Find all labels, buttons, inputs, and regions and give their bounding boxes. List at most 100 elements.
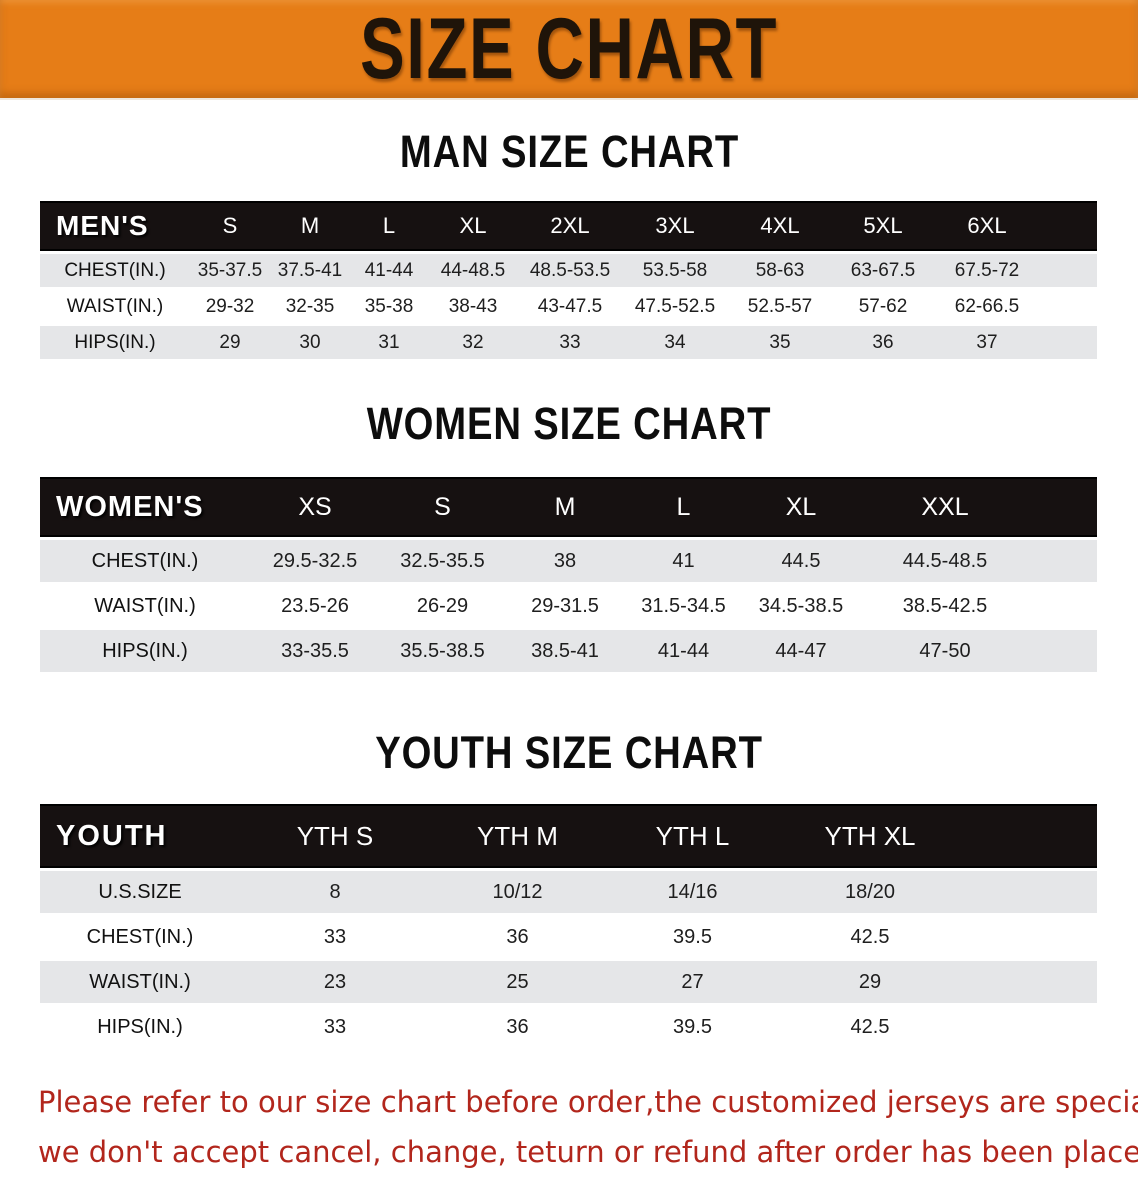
table-cell: 38-43: [428, 290, 518, 323]
table-cell: 10/12: [430, 871, 605, 913]
row-filler: [960, 1006, 1097, 1048]
table-cell: 41-44: [625, 630, 742, 672]
table-cell: 8: [240, 871, 430, 913]
size-chart-banner: SIZE CHART: [0, 0, 1138, 100]
women-size-col-l: L: [625, 477, 742, 537]
table-cell: 52.5-57: [728, 290, 832, 323]
women-size-col-xs: XS: [250, 477, 380, 537]
youth-section: YOUTH SIZE CHART YOUTH YTH S YTH M YTH L…: [0, 675, 1138, 1051]
row-filler: [960, 871, 1097, 913]
row-filler: [1030, 540, 1097, 582]
table-cell: 42.5: [780, 1006, 960, 1048]
youth-heading: YOUTH SIZE CHART: [375, 727, 763, 778]
table-cell: 44-47: [742, 630, 860, 672]
women-waist-row: WAIST(IN.) 23.5-26 26-29 29-31.5 31.5-34…: [40, 585, 1097, 627]
table-cell: 35-37.5: [190, 254, 270, 287]
table-cell: 33: [240, 1006, 430, 1048]
table-cell: 38.5-42.5: [860, 585, 1030, 627]
table-cell: 41: [625, 540, 742, 582]
table-cell: 32-35: [270, 290, 350, 323]
table-cell: 42.5: [780, 916, 960, 958]
youth-ussize-row: U.S.SIZE 8 10/12 14/16 18/20: [40, 871, 1097, 913]
men-size-col-3xl: 3XL: [622, 201, 728, 251]
table-cell: 29-31.5: [505, 585, 625, 627]
men-section: MAN SIZE CHART MEN'S S M L XL 2XL 3XL 4X…: [0, 100, 1138, 362]
table-cell: 43-47.5: [518, 290, 622, 323]
table-cell: 48.5-53.5: [518, 254, 622, 287]
table-cell: 33: [518, 326, 622, 359]
table-cell: 44-48.5: [428, 254, 518, 287]
men-table-title: MEN'S: [40, 201, 190, 251]
row-filler: [1040, 326, 1097, 359]
table-cell: 23.5-26: [250, 585, 380, 627]
youth-size-col-s: YTH S: [240, 804, 430, 868]
table-cell: 29.5-32.5: [250, 540, 380, 582]
table-cell: 35-38: [350, 290, 428, 323]
table-cell: 37.5-41: [270, 254, 350, 287]
women-size-col-m: M: [505, 477, 625, 537]
disclaimer-line-1: Please refer to our size chart before or…: [38, 1085, 1138, 1119]
table-cell: 29: [190, 326, 270, 359]
row-label: WAIST(IN.): [40, 290, 190, 323]
men-size-col-l: L: [350, 201, 428, 251]
banner-title: SIZE CHART: [359, 0, 779, 97]
table-cell: 39.5: [605, 1006, 780, 1048]
table-cell: 34.5-38.5: [742, 585, 860, 627]
table-cell: 34: [622, 326, 728, 359]
women-heading: WOMEN SIZE CHART: [366, 398, 772, 449]
row-filler: [1030, 585, 1097, 627]
table-cell: 36: [832, 326, 934, 359]
women-header-row: WOMEN'S XS S M L XL XXL: [40, 477, 1097, 537]
men-chest-row: CHEST(IN.) 35-37.5 37.5-41 41-44 44-48.5…: [40, 254, 1097, 287]
women-chest-row: CHEST(IN.) 29.5-32.5 32.5-35.5 38 41 44.…: [40, 540, 1097, 582]
table-cell: 57-62: [832, 290, 934, 323]
table-cell: 29: [780, 961, 960, 1003]
row-filler: [1040, 254, 1097, 287]
men-size-col-xl: XL: [428, 201, 518, 251]
order-disclaimer: Please refer to our size chart before or…: [0, 1077, 1138, 1177]
table-cell: 27: [605, 961, 780, 1003]
table-cell: 30: [270, 326, 350, 359]
table-cell: 37: [934, 326, 1040, 359]
women-size-col-xxl: XXL: [860, 477, 1030, 537]
table-cell: 31.5-34.5: [625, 585, 742, 627]
table-cell: 35: [728, 326, 832, 359]
table-cell: 33-35.5: [250, 630, 380, 672]
youth-size-col-l: YTH L: [605, 804, 780, 868]
men-size-col-4xl: 4XL: [728, 201, 832, 251]
women-table-title: WOMEN'S: [40, 477, 250, 537]
table-cell: 32.5-35.5: [380, 540, 505, 582]
women-section: WOMEN SIZE CHART WOMEN'S XS S M L XL XXL…: [0, 362, 1138, 675]
disclaimer-line-2: we don't accept cancel, change, teturn o…: [38, 1135, 1138, 1169]
table-cell: 38.5-41: [505, 630, 625, 672]
table-cell: 47-50: [860, 630, 1030, 672]
table-cell: 36: [430, 916, 605, 958]
row-filler: [960, 961, 1097, 1003]
row-label: CHEST(IN.): [40, 254, 190, 287]
row-label: WAIST(IN.): [40, 585, 250, 627]
men-heading: MAN SIZE CHART: [399, 126, 739, 177]
table-cell: 31: [350, 326, 428, 359]
row-filler: [1040, 290, 1097, 323]
men-size-col-m: M: [270, 201, 350, 251]
table-cell: 14/16: [605, 871, 780, 913]
men-size-col-5xl: 5XL: [832, 201, 934, 251]
men-size-col-6xl: 6XL: [934, 201, 1040, 251]
table-cell: 29-32: [190, 290, 270, 323]
row-label: HIPS(IN.): [40, 1006, 240, 1048]
men-size-col-2xl: 2XL: [518, 201, 622, 251]
table-cell: 35.5-38.5: [380, 630, 505, 672]
women-size-col-xl: XL: [742, 477, 860, 537]
youth-size-col-xl: YTH XL: [780, 804, 960, 868]
women-hips-row: HIPS(IN.) 33-35.5 35.5-38.5 38.5-41 41-4…: [40, 630, 1097, 672]
table-cell: 53.5-58: [622, 254, 728, 287]
youth-table-title: YOUTH: [40, 804, 240, 868]
men-size-col-s: S: [190, 201, 270, 251]
youth-header-row: YOUTH YTH S YTH M YTH L YTH XL: [40, 804, 1097, 868]
header-filler: [1030, 477, 1097, 537]
row-label: WAIST(IN.): [40, 961, 240, 1003]
youth-chest-row: CHEST(IN.) 33 36 39.5 42.5: [40, 916, 1097, 958]
table-cell: 18/20: [780, 871, 960, 913]
table-cell: 36: [430, 1006, 605, 1048]
table-cell: 67.5-72: [934, 254, 1040, 287]
